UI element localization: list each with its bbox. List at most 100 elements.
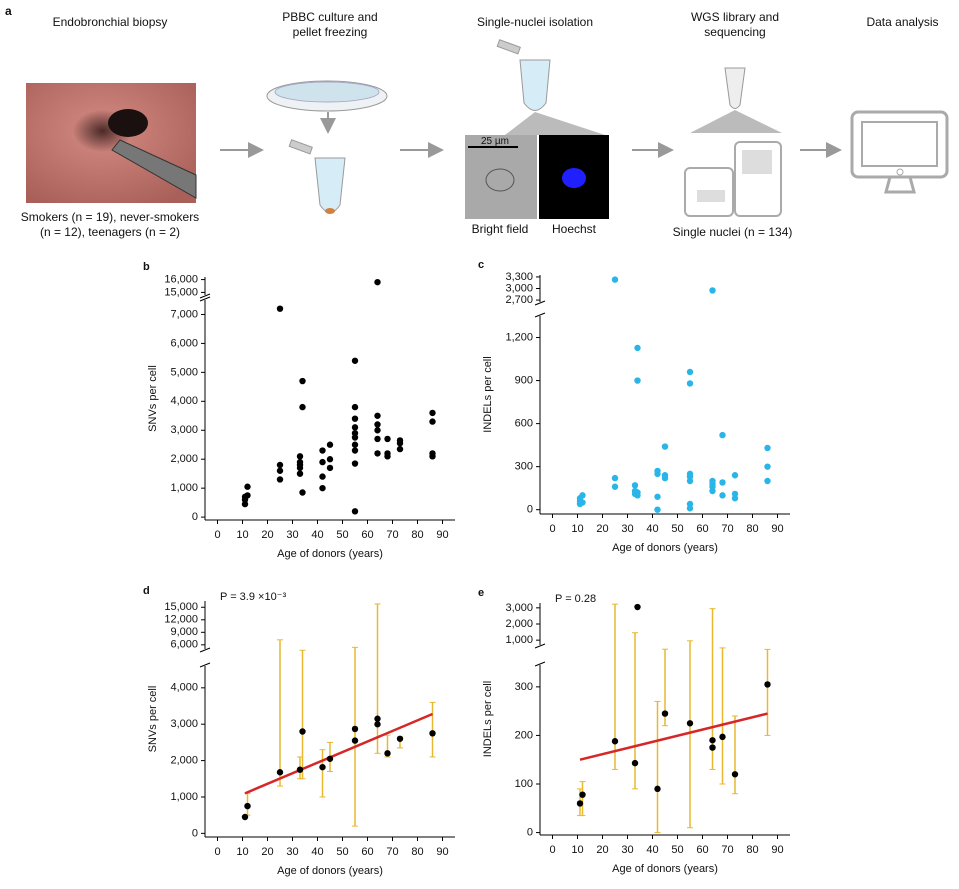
axis-break — [199, 296, 211, 302]
x-axis-label: Age of donors (years) — [277, 865, 383, 877]
step-title: Endobronchial biopsy — [52, 15, 168, 29]
point — [654, 467, 661, 475]
annotation: P = 3.9 ×10⁻³ — [220, 591, 286, 603]
point — [396, 735, 404, 742]
x-tick-label: 50 — [671, 523, 683, 535]
step-title: Data analysis — [866, 15, 939, 29]
y-tick-label: 16,000 — [164, 273, 198, 285]
x-tick-label: 10 — [236, 846, 248, 858]
point — [299, 728, 306, 735]
point — [296, 766, 304, 773]
axis-break — [534, 643, 546, 649]
point — [686, 380, 694, 387]
arrows — [220, 112, 842, 158]
image-caption: Bright field — [471, 222, 529, 236]
point — [351, 415, 359, 422]
annotation: P = 0.28 — [555, 593, 596, 605]
x-tick-label: 10 — [571, 523, 583, 535]
point — [326, 464, 334, 472]
point — [384, 750, 391, 757]
point — [731, 490, 739, 498]
x-tick-label: 0 — [214, 846, 220, 858]
y-tick-label: 3,300 — [505, 271, 533, 283]
x-tick-label: 70 — [721, 523, 733, 535]
x-tick-label: 50 — [336, 529, 348, 541]
y-tick-label: 2,000 — [170, 755, 198, 767]
axis-break — [199, 293, 211, 299]
point — [351, 737, 359, 744]
point — [631, 482, 639, 489]
point — [241, 813, 249, 821]
point — [764, 681, 771, 688]
point — [661, 472, 669, 479]
point — [634, 489, 641, 496]
point — [429, 450, 436, 457]
point — [351, 725, 359, 733]
point — [351, 429, 359, 437]
point — [299, 377, 306, 385]
step-title: WGS library and sequencing — [690, 10, 780, 39]
point — [731, 771, 739, 778]
y-tick-label: 3,000 — [505, 602, 533, 614]
x-axis-label: Age of donors (years) — [612, 863, 718, 875]
point — [719, 492, 726, 499]
point — [276, 467, 284, 474]
y-tick-label: 6,000 — [170, 337, 198, 349]
point — [396, 437, 404, 444]
x-tick-label: 60 — [696, 844, 708, 856]
x-tick-label: 20 — [261, 529, 273, 541]
y-tick-label: 0 — [192, 827, 198, 839]
point — [661, 443, 669, 450]
panel-label: e — [478, 587, 484, 599]
x-tick-label: 80 — [746, 523, 758, 535]
x-tick-label: 90 — [771, 523, 783, 535]
point — [579, 492, 586, 499]
x-tick-label: 30 — [621, 523, 633, 535]
point — [296, 453, 304, 460]
point — [374, 427, 381, 434]
point — [634, 344, 641, 352]
point — [351, 441, 359, 448]
point — [384, 450, 391, 457]
point — [611, 483, 619, 490]
point — [384, 435, 391, 443]
y-axis-label: SNVs per cell — [147, 365, 159, 432]
y-tick-label: 12,000 — [164, 614, 198, 626]
point — [299, 489, 306, 496]
monitor — [850, 110, 949, 194]
y-tick-label: 15,000 — [164, 286, 198, 298]
step-title: Single-nuclei isolation — [476, 15, 594, 29]
point — [326, 755, 334, 762]
x-tick-label: 90 — [436, 846, 448, 858]
point — [351, 447, 359, 454]
x-tick-label: 80 — [411, 846, 423, 858]
point — [731, 472, 739, 479]
y-tick-label: 2,000 — [505, 618, 533, 630]
point — [634, 377, 641, 384]
point — [244, 802, 251, 810]
axis-break — [199, 662, 211, 668]
point — [299, 403, 306, 411]
point — [661, 710, 669, 717]
axis-break — [199, 647, 211, 653]
x-tick-label: 0 — [214, 529, 220, 541]
point — [579, 499, 586, 506]
x-tick-label: 0 — [549, 844, 555, 856]
point — [319, 763, 326, 771]
sequencer — [684, 67, 782, 217]
x-tick-label: 0 — [549, 523, 555, 535]
x-tick-label: 80 — [411, 529, 423, 541]
y-tick-label: 4,000 — [170, 682, 198, 694]
point — [429, 418, 436, 425]
tube — [288, 139, 346, 214]
point — [244, 492, 251, 499]
point — [351, 508, 359, 515]
point — [654, 506, 661, 513]
point — [319, 473, 326, 480]
point — [764, 477, 771, 485]
point — [374, 435, 381, 443]
point — [374, 421, 381, 428]
step-title: PBBC culture and pellet freezing — [282, 10, 378, 39]
